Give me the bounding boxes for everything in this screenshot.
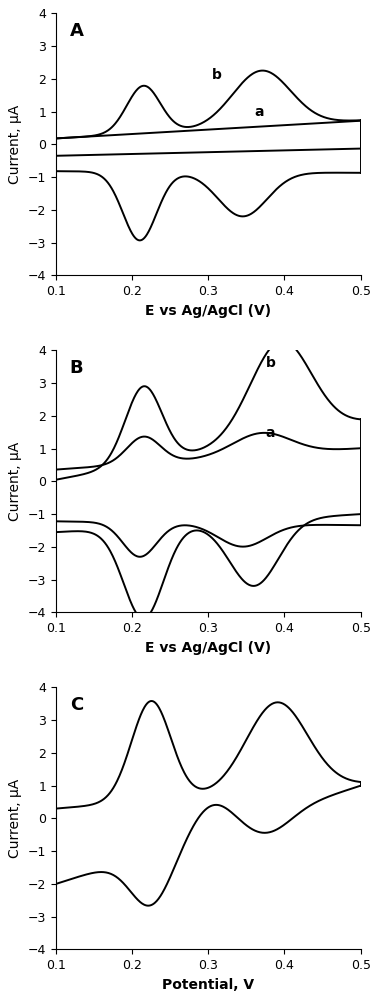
Text: C: C	[70, 696, 83, 714]
Text: b: b	[212, 68, 222, 82]
X-axis label: E vs Ag/AgCl (V): E vs Ag/AgCl (V)	[145, 304, 271, 318]
X-axis label: E vs Ag/AgCl (V): E vs Ag/AgCl (V)	[145, 641, 271, 655]
Text: A: A	[70, 22, 84, 40]
Text: b: b	[265, 356, 275, 370]
Y-axis label: Current, μA: Current, μA	[8, 442, 22, 521]
Y-axis label: Current, μA: Current, μA	[8, 779, 22, 858]
Text: B: B	[70, 359, 83, 377]
Text: a: a	[265, 426, 275, 440]
Text: a: a	[254, 105, 263, 119]
X-axis label: Potential, V: Potential, V	[162, 978, 254, 992]
Y-axis label: Current, μA: Current, μA	[8, 105, 22, 184]
